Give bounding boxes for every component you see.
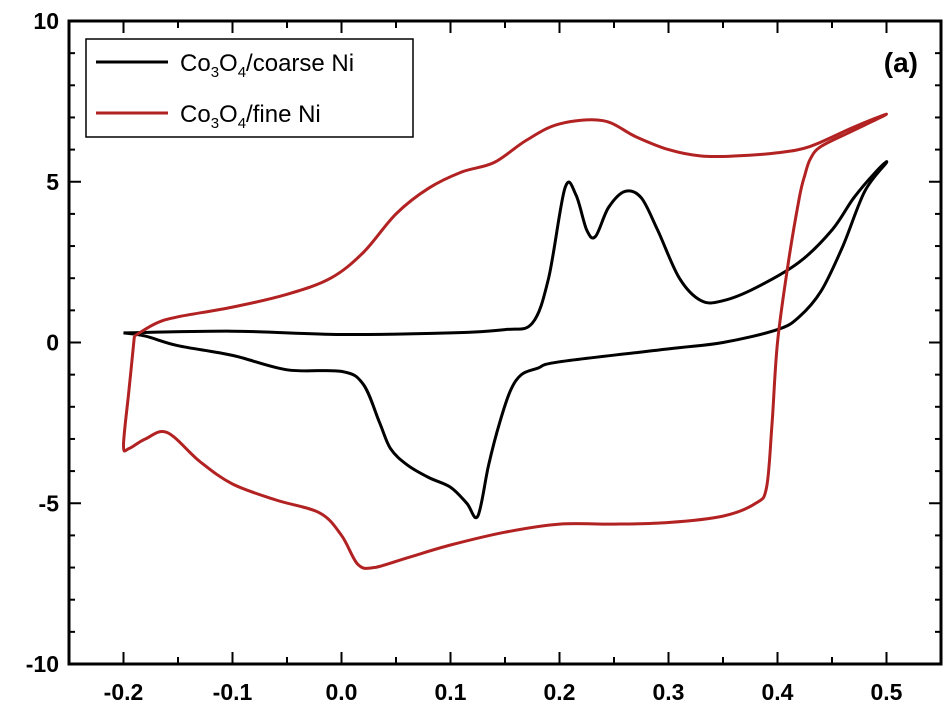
axis-ticks: -0.2 -0.1 0.0 0.1 0.2 0.3 0.4 0.5 10 5 0 -5 -10 xyxy=(26,8,942,705)
panel-label: (a) xyxy=(884,47,918,78)
x-tick-label: 0.5 xyxy=(871,679,903,705)
series-layer xyxy=(122,112,889,570)
y-tick-label: -5 xyxy=(39,490,60,516)
legend-label-coarse: Co3O4/coarse Ni xyxy=(180,50,354,81)
y-tick-label: 0 xyxy=(46,330,59,356)
x-tick-label: -0.1 xyxy=(213,679,253,705)
series-line-coarse-ni xyxy=(123,160,889,520)
x-tick-label: 0.3 xyxy=(653,679,685,705)
legend-box xyxy=(85,38,414,138)
series-line-fine-ni xyxy=(122,112,888,570)
x-tick-label: 0.2 xyxy=(544,679,576,705)
x-tick-label: 0.1 xyxy=(435,679,467,705)
y-tick-label: 10 xyxy=(33,8,59,34)
x-tick-label: 0.0 xyxy=(326,679,358,705)
y-tick-label: -10 xyxy=(26,651,59,677)
x-tick-label: 0.4 xyxy=(762,679,794,705)
legend: Co3O4/coarse Ni Co3O4/fine Ni xyxy=(85,38,414,138)
x-tick-label: -0.2 xyxy=(104,679,144,705)
legend-label-fine: Co3O4/fine Ni xyxy=(180,101,321,132)
y-tick-label: 5 xyxy=(46,169,59,195)
